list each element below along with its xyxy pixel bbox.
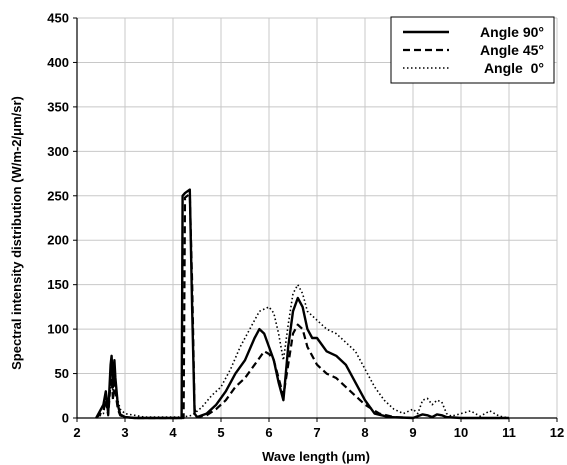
x-tick-label: 5	[217, 425, 224, 440]
y-tick-label: 50	[55, 366, 69, 381]
y-tick-label: 0	[62, 411, 69, 426]
series-line-dashed	[95, 192, 414, 420]
y-tick-label: 150	[47, 277, 69, 292]
y-tick-label: 200	[47, 233, 69, 248]
x-tick-label: 6	[265, 425, 272, 440]
y-tick-label: 300	[47, 144, 69, 159]
x-tick-label: 3	[121, 425, 128, 440]
x-tick-label: 12	[550, 425, 564, 440]
legend-label: Angle 0°	[484, 60, 544, 76]
y-tick-label: 400	[47, 55, 69, 70]
x-tick-label: 10	[454, 425, 468, 440]
y-tick-label: 250	[47, 188, 69, 203]
y-axis-title: Spectral intensity distribution (W/m-2/μ…	[9, 96, 24, 370]
x-tick-label: 8	[361, 425, 368, 440]
x-axis-title: Wave length (μm)	[262, 449, 370, 464]
y-tick-label: 450	[47, 11, 69, 26]
x-tick-label: 4	[169, 425, 177, 440]
x-tick-label: 11	[502, 425, 516, 440]
series-line-solid	[95, 188, 509, 420]
y-tick-label: 350	[47, 99, 69, 114]
x-tick-label: 2	[73, 425, 80, 440]
y-tick-label: 100	[47, 322, 69, 337]
legend: Angle 90° Angle 45° Angle 0°	[390, 16, 555, 84]
series-line-dotted	[95, 283, 510, 419]
x-tick-label: 7	[313, 425, 320, 440]
legend-label: Angle 90°	[480, 24, 544, 40]
x-tick-label: 9	[409, 425, 416, 440]
series-lines	[95, 188, 510, 420]
legend-label: Angle 45°	[480, 42, 544, 58]
